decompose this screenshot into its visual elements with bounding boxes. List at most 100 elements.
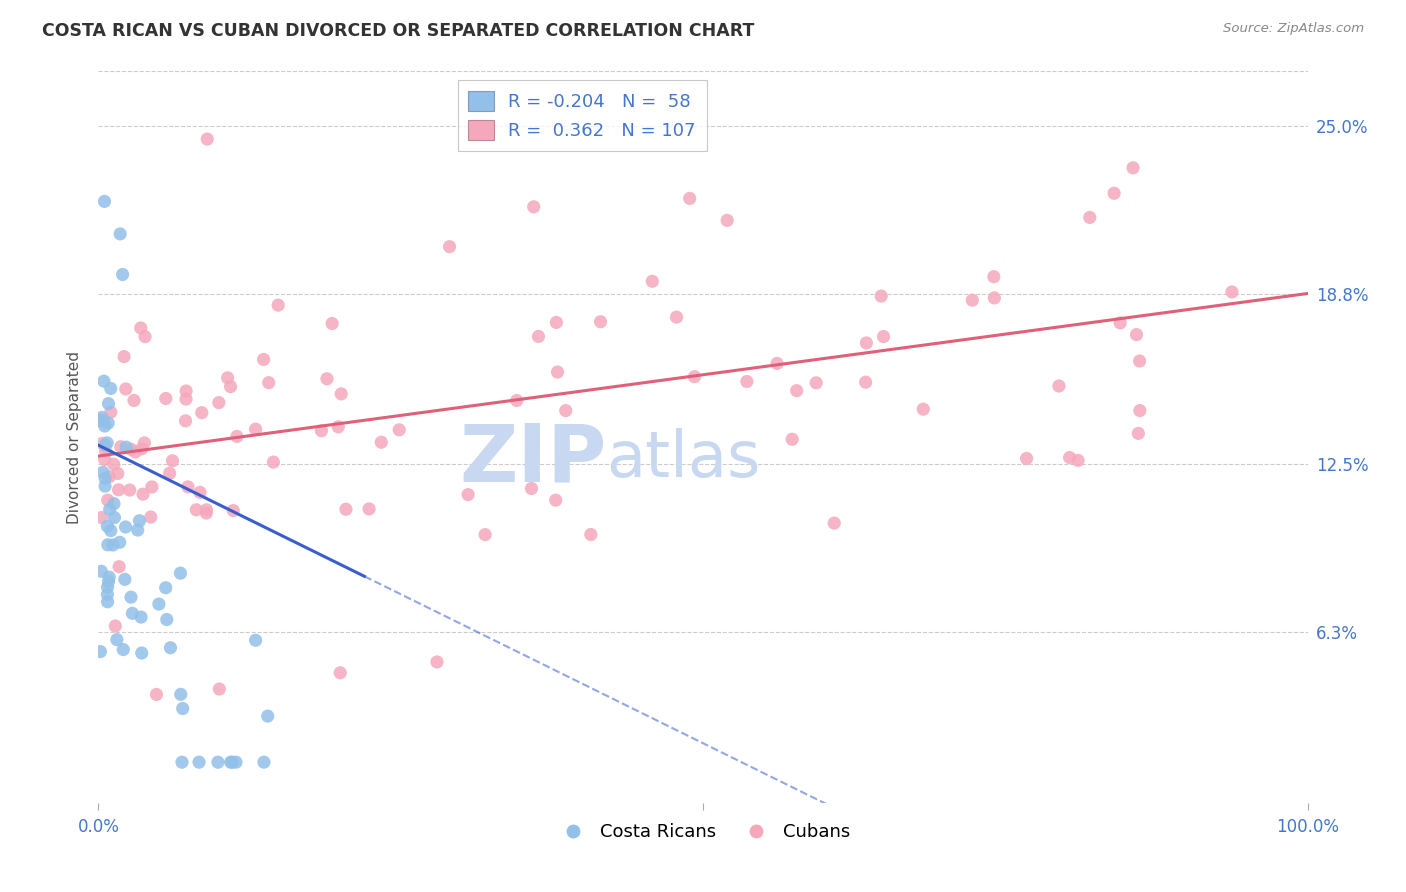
Point <box>111 268 134 282</box>
Text: ZIP: ZIP <box>458 420 606 498</box>
Point <box>120 590 142 604</box>
Point <box>1129 354 1152 368</box>
Point <box>523 200 546 214</box>
Point <box>665 310 688 325</box>
Point <box>122 393 145 408</box>
Point <box>804 376 827 390</box>
Point <box>94 438 117 452</box>
Point <box>579 527 602 541</box>
Point <box>544 493 567 508</box>
Point <box>114 382 136 396</box>
Point <box>547 365 569 379</box>
Point <box>103 510 125 524</box>
Point <box>855 375 877 389</box>
Point <box>107 483 129 497</box>
Point <box>589 315 612 329</box>
Point <box>159 467 181 481</box>
Point <box>98 570 121 584</box>
Point <box>786 384 808 398</box>
Point <box>115 440 138 454</box>
Point <box>217 371 239 385</box>
Point <box>679 191 702 205</box>
Point <box>253 755 276 769</box>
Point <box>329 665 352 680</box>
Point <box>107 467 129 481</box>
Point <box>221 755 243 769</box>
Point <box>108 559 131 574</box>
Point <box>262 455 284 469</box>
Point <box>219 379 242 393</box>
Point <box>114 520 136 534</box>
Point <box>96 587 118 601</box>
Point <box>912 402 935 417</box>
Point <box>474 527 496 541</box>
Point <box>96 435 118 450</box>
Point <box>683 369 706 384</box>
Point <box>330 387 353 401</box>
Point <box>1122 161 1144 175</box>
Point <box>388 423 411 437</box>
Point <box>870 289 893 303</box>
Text: atlas: atlas <box>606 428 761 490</box>
Point <box>93 374 115 388</box>
Point <box>156 613 179 627</box>
Point <box>91 465 114 479</box>
Point <box>94 479 117 493</box>
Point <box>97 416 120 430</box>
Point <box>1220 285 1243 299</box>
Point <box>170 755 193 769</box>
Point <box>439 240 461 254</box>
Point <box>716 213 738 227</box>
Point <box>91 436 114 450</box>
Point <box>90 410 112 425</box>
Point <box>148 597 170 611</box>
Point <box>766 356 789 370</box>
Point <box>1059 450 1081 465</box>
Point <box>174 392 197 406</box>
Point <box>186 503 208 517</box>
Point <box>141 480 163 494</box>
Point <box>267 298 290 312</box>
Point <box>208 395 231 409</box>
Point <box>101 538 124 552</box>
Point <box>90 564 112 578</box>
Point <box>120 442 142 457</box>
Point <box>177 480 200 494</box>
Point <box>93 452 115 467</box>
Point <box>225 429 247 443</box>
Point <box>174 414 197 428</box>
Point <box>1109 316 1132 330</box>
Point <box>97 580 120 594</box>
Point <box>110 440 132 454</box>
Point <box>97 574 120 589</box>
Point <box>208 681 231 696</box>
Point <box>328 419 350 434</box>
Point <box>1125 327 1147 342</box>
Point <box>195 506 218 520</box>
Point <box>245 422 267 436</box>
Point <box>96 519 118 533</box>
Point <box>97 493 120 508</box>
Point <box>98 469 121 483</box>
Point <box>131 646 153 660</box>
Point <box>1078 211 1101 225</box>
Point <box>112 642 135 657</box>
Point <box>98 502 121 516</box>
Point <box>112 350 135 364</box>
Point <box>134 436 156 450</box>
Point <box>128 514 150 528</box>
Point <box>735 375 758 389</box>
Point <box>311 424 333 438</box>
Point <box>105 632 128 647</box>
Point <box>641 274 664 288</box>
Point <box>103 497 125 511</box>
Point <box>97 396 120 410</box>
Point <box>1047 379 1070 393</box>
Point <box>108 535 131 549</box>
Point <box>1102 186 1125 201</box>
Point <box>506 393 529 408</box>
Point <box>188 485 211 500</box>
Point <box>104 619 127 633</box>
Point <box>426 655 449 669</box>
Point <box>172 701 194 715</box>
